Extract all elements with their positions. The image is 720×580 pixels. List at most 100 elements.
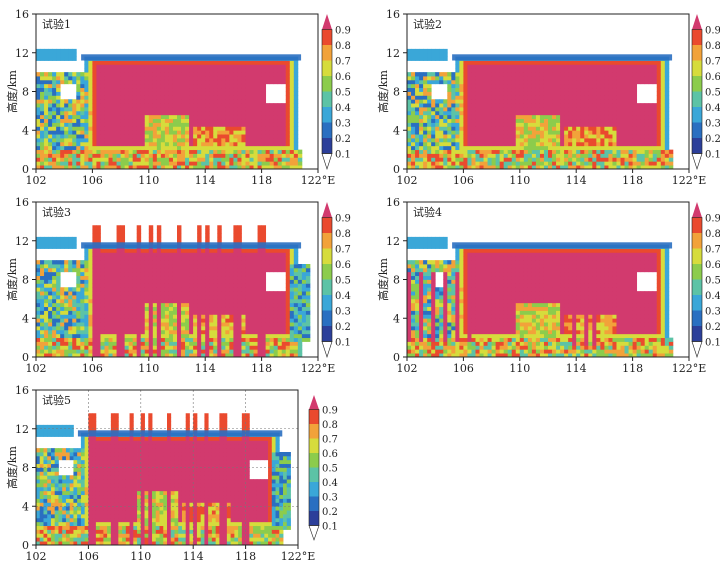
field-cell [536,126,540,130]
field-cell [278,115,282,119]
field-cell [201,295,205,299]
field-cell [415,134,419,138]
field-cell [169,95,173,99]
field-cell [641,130,645,134]
field-cell [137,80,141,84]
field-cell [165,99,169,103]
field-cell [233,95,237,99]
field-cell [205,349,209,353]
field-cell [44,53,48,57]
field-cell [407,57,411,61]
field-cell [44,49,48,53]
field-cell [254,88,258,92]
field-cell [104,326,108,330]
field-cell [475,84,479,88]
field-cell [36,99,40,103]
field-cell [161,64,165,68]
field-cell [117,99,121,103]
field-cell [600,161,604,165]
field-cell [84,330,88,334]
field-cell [100,311,104,315]
field-cell [104,272,108,276]
field-cell [109,84,113,88]
field-cell [121,76,125,80]
field-cell [60,123,64,127]
field-cell [225,130,229,134]
field-cell [532,130,536,134]
field-cell [104,103,108,107]
field-cell [576,134,580,138]
field-cell [241,123,245,127]
field-cell [80,272,84,276]
field-cell [157,256,161,260]
field-cell [540,126,544,130]
field-cell [229,76,233,80]
field-cell [84,88,88,92]
field-cell [197,268,201,272]
field-cell [492,72,496,76]
field-cell [189,119,193,123]
field-cell [189,88,193,92]
field-cell [197,111,201,115]
field-cell [40,314,44,318]
field-cell [282,150,286,154]
field-cell [512,123,516,127]
field-cell [64,161,68,165]
field-cell [40,322,44,326]
field-cell [544,92,548,96]
field-cell [125,276,129,280]
field-cell [153,123,157,127]
field-cell [604,92,608,96]
field-cell [44,245,48,249]
field-cell [213,161,217,165]
field-cell [48,72,52,76]
field-cell [149,276,153,280]
field-cell [596,72,600,76]
field-cell [625,115,629,119]
field-cell [145,138,149,142]
field-cell [488,130,492,134]
field-cell [64,115,68,119]
field-cell [173,307,177,311]
field-cell [282,146,286,150]
field-cell [165,260,169,264]
x-tick-label: 110 [138,174,159,187]
field-cell [213,134,217,138]
field-cell [548,99,552,103]
field-cell [512,126,516,130]
field-cell [96,92,100,96]
field-cell [173,334,177,338]
field-cell [475,80,479,84]
field-cell [153,119,157,123]
field-cell [40,299,44,303]
field-cell [496,92,500,96]
field-cell [661,126,665,130]
field-cell [568,84,572,88]
field-cell [641,72,645,76]
field-cell [415,95,419,99]
field-cell [629,92,633,96]
field-cell [56,53,60,57]
field-cell [612,68,616,72]
field-cell [44,307,48,311]
field-cell [447,72,451,76]
field-cell [225,64,229,68]
field-cell [435,123,439,127]
field-cell [625,111,629,115]
field-cell [68,142,72,146]
field-cell [439,161,443,165]
field-cell [536,99,540,103]
field-cell [177,146,181,150]
field-cell [161,115,165,119]
field-cell [512,115,516,119]
field-cell [88,342,92,346]
field-cell [241,80,245,84]
field-cell [56,276,60,280]
field-cell [169,280,173,284]
field-cell [572,150,576,154]
field-cell [544,111,548,115]
field-cell [423,80,427,84]
field-cell [189,303,193,307]
field-cell [556,107,560,111]
field-cell [149,142,153,146]
